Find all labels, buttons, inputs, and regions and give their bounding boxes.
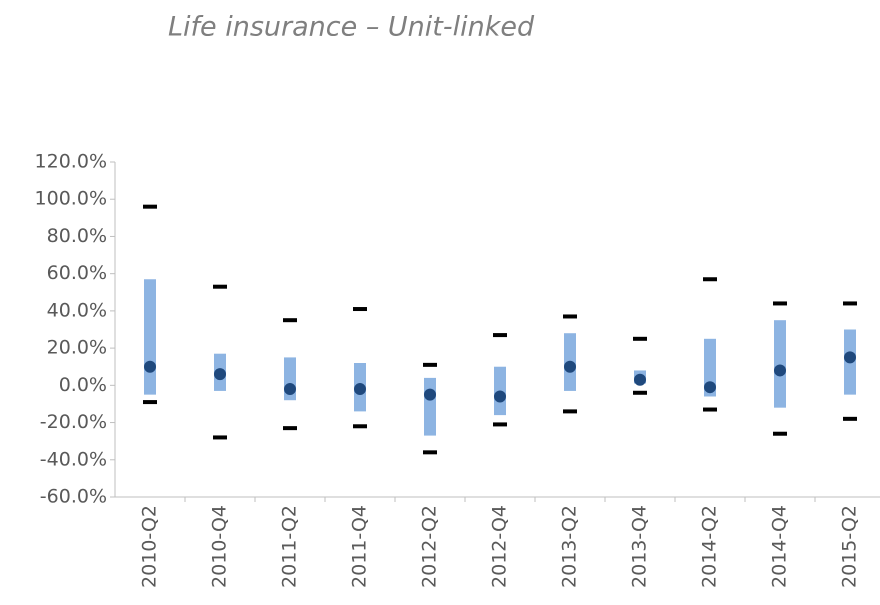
median-marker <box>424 388 436 401</box>
x-tick-label: 2010-Q2 <box>139 505 161 588</box>
y-tick-label: 100.0% <box>35 188 107 210</box>
y-tick-label: 60.0% <box>47 262 107 284</box>
x-tick-label: 2013-Q2 <box>559 505 581 588</box>
x-tick-label: 2013-Q4 <box>629 505 651 588</box>
median-marker <box>564 360 576 373</box>
x-tick-label: 2011-Q4 <box>349 505 371 588</box>
median-marker <box>494 390 506 403</box>
median-marker <box>214 368 226 381</box>
median-marker <box>634 373 646 386</box>
box <box>774 320 786 408</box>
median-marker <box>844 351 856 364</box>
x-tick-label: 2012-Q4 <box>489 505 511 588</box>
median-marker <box>704 381 716 394</box>
box <box>424 377 436 436</box>
median-marker <box>144 360 156 373</box>
y-tick-label: -40.0% <box>40 448 107 470</box>
median-marker <box>354 383 366 396</box>
y-tick-label: 40.0% <box>47 299 107 321</box>
chart-title: Life insurance – Unit-linked <box>168 12 535 43</box>
median-marker <box>774 364 786 377</box>
y-tick-label: 80.0% <box>47 225 107 247</box>
x-tick-label: 2011-Q2 <box>279 505 301 588</box>
median-marker <box>284 383 296 396</box>
box <box>144 279 156 395</box>
y-tick-label: -60.0% <box>40 486 107 508</box>
y-tick-label: -20.0% <box>40 411 107 433</box>
y-tick-label: 120.0% <box>35 151 107 173</box>
x-tick-label: 2014-Q2 <box>699 505 721 588</box>
x-tick-label: 2010-Q4 <box>209 505 231 588</box>
x-tick-label: 2015-Q2 <box>839 505 861 588</box>
x-tick-label: 2014-Q4 <box>769 505 791 588</box>
y-tick-label: 20.0% <box>47 337 107 359</box>
y-tick-label: 0.0% <box>59 374 107 396</box>
x-tick-label: 2012-Q2 <box>419 505 441 588</box>
